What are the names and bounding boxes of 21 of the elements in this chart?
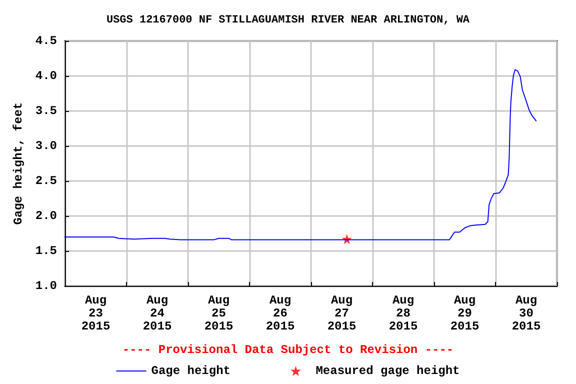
x-tick-label: Aug 29 2015: [450, 294, 480, 334]
y-tick-label: 2.5: [35, 174, 57, 188]
legend-label: Gage height: [151, 364, 230, 378]
x-tick-label: Aug 28 2015: [388, 294, 418, 334]
y-tick-label: 3.5: [35, 104, 57, 118]
x-tick-label: Aug 23 2015: [81, 294, 110, 334]
x-tick-label: Aug 26 2015: [266, 294, 295, 334]
y-tick-label: 1.5: [35, 244, 57, 258]
x-tick-label: Aug 25 2015: [204, 294, 234, 334]
y-tick-label: 1.0: [35, 279, 57, 293]
x-tick-label: Aug 27 2015: [327, 294, 356, 334]
chart-title: USGS 12167000 NF STILLAGUAMISH RIVER NEAR ARLINGTON, WA: [106, 14, 470, 26]
y-tick-label: 2.0: [35, 209, 57, 223]
x-tick-label: Aug 30 2015: [512, 294, 541, 334]
y-tick-label: 3.0: [35, 139, 57, 153]
y-tick-label: 4.5: [35, 34, 57, 48]
x-tick-label: Aug 24 2015: [142, 294, 172, 334]
y-tick-label: 4.0: [35, 69, 57, 83]
text: ---- Provisional Data Subject to Revision ----: [122, 343, 454, 357]
y-axis-title: Gage height, feet: [11, 102, 26, 225]
legend-label: Measured gage height: [316, 364, 460, 378]
